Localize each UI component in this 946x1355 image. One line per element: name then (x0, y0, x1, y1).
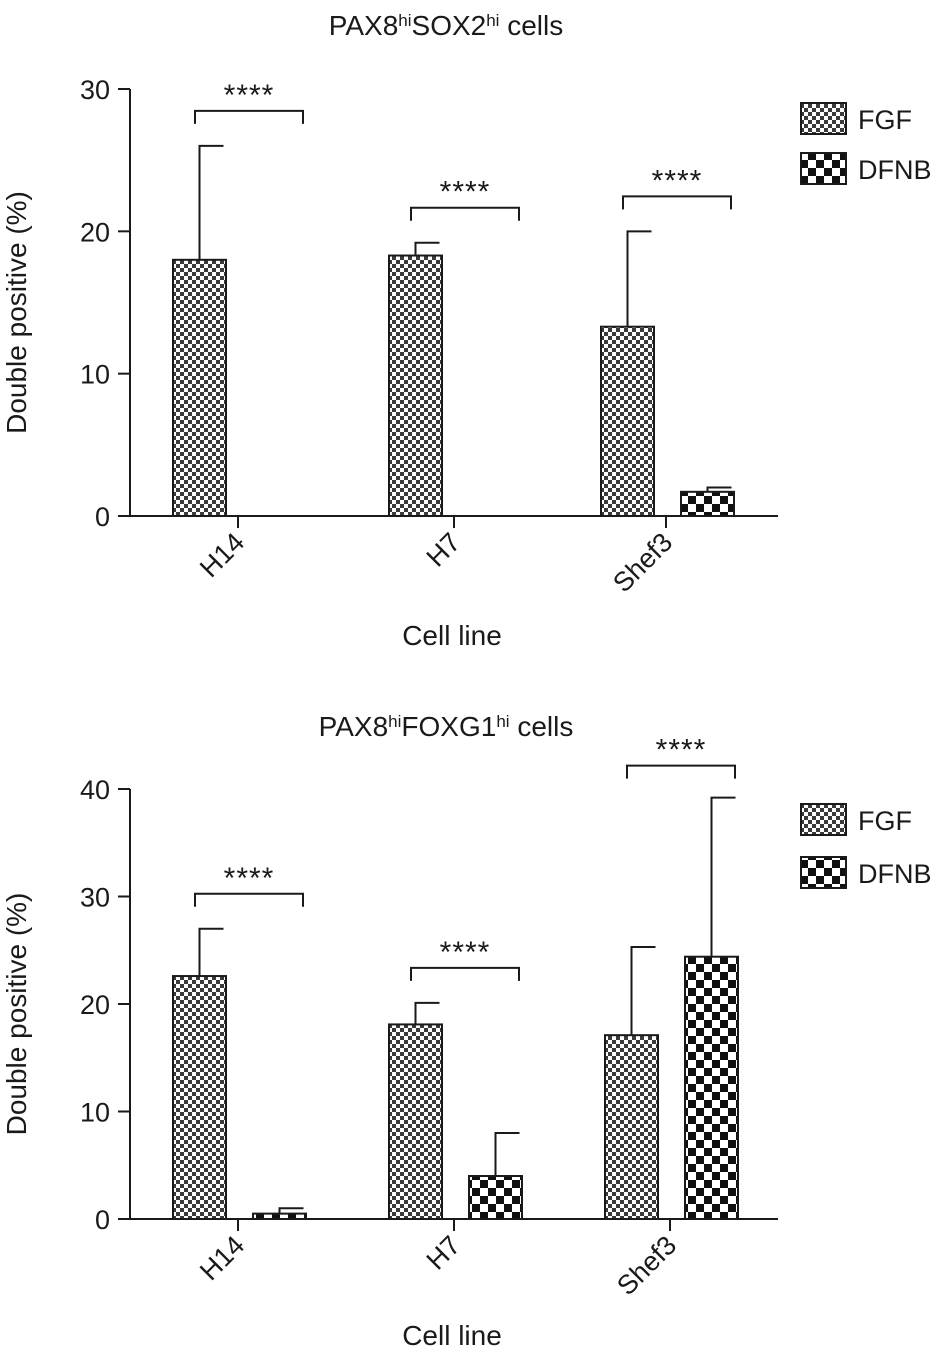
legend-swatch-fgf (800, 803, 847, 836)
y-axis-label: Double positive (%) (1, 893, 32, 1136)
y-axis-label: Double positive (%) (1, 191, 32, 434)
significance-label: **** (440, 176, 491, 209)
chart-title: PAX8hiFOXG1hi cells (319, 711, 574, 742)
bar-fgf-shef3 (604, 1034, 659, 1220)
significance-bracket: **** (622, 164, 732, 210)
title-part: cells (510, 711, 574, 742)
legend-swatch-dfnb (800, 152, 847, 185)
significance-label: **** (652, 164, 703, 197)
legend-label-fgf: FGF (858, 806, 912, 836)
x-tick-label: H14 (194, 527, 250, 583)
significance-label: **** (440, 936, 491, 969)
title-part: PAX8 (329, 10, 399, 41)
bracket-line (622, 195, 732, 210)
significance-bracket: **** (194, 862, 304, 907)
title-superscript: hi (388, 712, 401, 731)
title-part: FOXG1 (401, 711, 496, 742)
x-tick-label: H14 (194, 1230, 250, 1286)
significance-bracket: **** (410, 936, 520, 981)
significance-bracket: **** (410, 176, 520, 221)
legend-swatch-fgf (800, 102, 847, 135)
y-tick-label: 30 (80, 75, 110, 105)
bar-fgf-h14 (172, 975, 227, 1220)
title-superscript: hi (486, 11, 499, 30)
bar-fgf-h7 (388, 1023, 443, 1220)
y-tick-label: 20 (80, 217, 110, 247)
title-part: PAX8 (319, 711, 389, 742)
significance-label: **** (224, 862, 275, 895)
bracket-line (194, 892, 304, 907)
bar-fgf-shef3 (600, 325, 655, 517)
x-tick-label: H7 (421, 527, 467, 573)
bar-dfnb-shef3 (680, 490, 735, 518)
chart-title: PAX8hiSOX2hi cells (329, 10, 564, 41)
legend-label-fgf: FGF (858, 105, 912, 135)
y-tick-label: 0 (95, 502, 110, 532)
x-tick-label: Shef3 (611, 1230, 682, 1301)
title-superscript: hi (496, 712, 509, 731)
bar-dfnb-shef3 (684, 955, 739, 1220)
legend-label-dfnb: DFNB (858, 155, 932, 185)
y-tick-label: 20 (80, 990, 110, 1020)
significance-bracket: **** (626, 734, 736, 779)
x-tick-label: H7 (421, 1230, 467, 1276)
chart-panel-sox2: PAX8hiSOX2hi cells 0 10 20 30 Double positive… (1, 10, 932, 651)
significance-label: **** (656, 734, 707, 767)
bracket-line (626, 764, 736, 779)
bracket-line (194, 109, 304, 124)
bar-dfnb-h7 (468, 1175, 523, 1220)
title-superscript: hi (398, 11, 411, 30)
x-axis-label: Cell line (402, 620, 502, 651)
x-axis-label: Cell line (402, 1320, 502, 1351)
bar-fgf-h7 (388, 254, 443, 517)
y-tick-label: 30 (80, 883, 110, 913)
y-tick-label: 10 (80, 360, 110, 390)
y-tick-label: 10 (80, 1098, 110, 1128)
title-part: cells (499, 10, 563, 41)
x-tick-label: Shef3 (607, 527, 678, 598)
bar-fgf-h14 (172, 258, 227, 517)
legend-swatch-dfnb (800, 856, 847, 889)
y-tick-label: 0 (95, 1205, 110, 1235)
y-tick-label: 40 (80, 775, 110, 805)
significance-label: **** (224, 79, 275, 112)
bracket-line (410, 206, 520, 221)
chart-panel-foxg1: PAX8hiFOXG1hi cells 0 10 20 30 40 Double posit… (0, 700, 946, 1355)
bar-dfnb-h14 (252, 1212, 307, 1220)
title-part: SOX2 (412, 10, 487, 41)
legend-label-dfnb: DFNB (858, 859, 932, 889)
significance-bracket: **** (194, 79, 304, 124)
bracket-line (410, 966, 520, 981)
